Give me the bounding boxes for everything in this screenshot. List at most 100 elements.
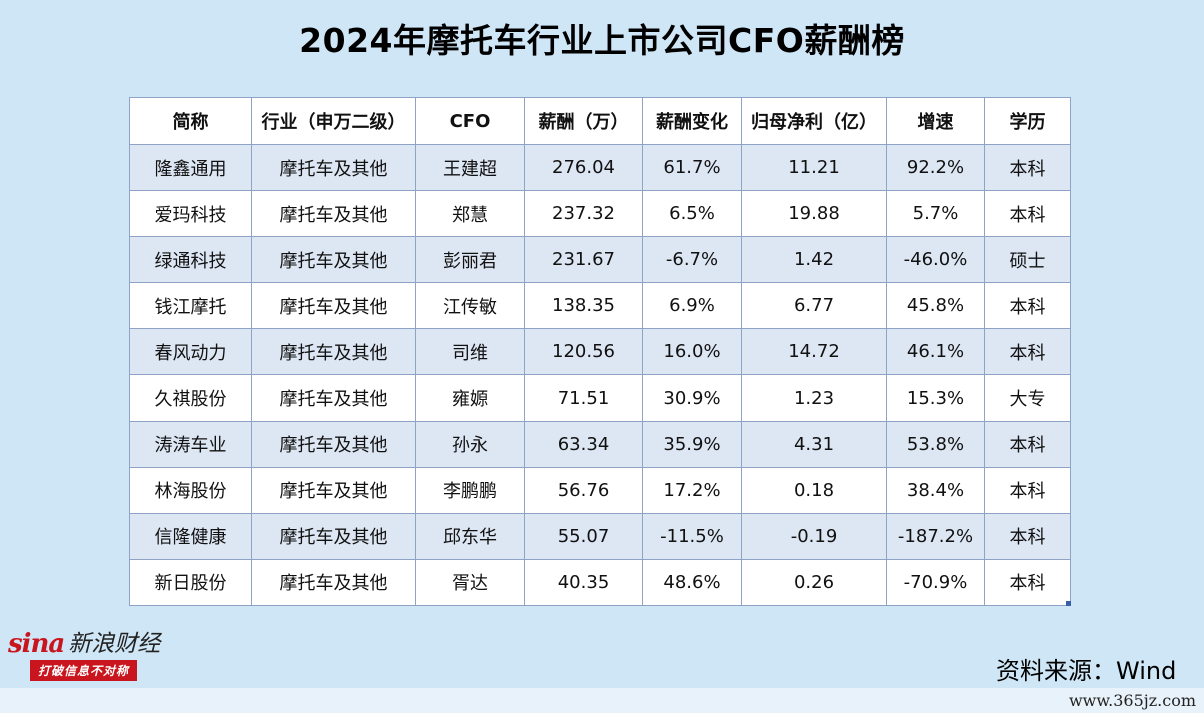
- table-cell: 138.35: [524, 282, 643, 330]
- table-cell: 孙永: [415, 420, 525, 468]
- column-header: 薪酬（万）: [524, 97, 643, 145]
- column-header: 增速: [886, 97, 985, 145]
- footer-band: [0, 688, 1204, 713]
- table-row: 钱江摩托 摩托车及其他 江传敏 138.35 6.9% 6.77 45.8% 本科: [129, 282, 1071, 330]
- table-cell: 本科: [984, 190, 1071, 238]
- table-cell: 0.18: [741, 466, 887, 514]
- logo-slogan: 打破信息不对称: [30, 660, 138, 681]
- sina-wordmark: sina: [8, 629, 65, 659]
- column-header: 归母净利（亿）: [741, 97, 887, 145]
- table-cell: 本科: [984, 420, 1071, 468]
- table-cell: 231.67: [524, 236, 643, 284]
- table-row: 新日股份 摩托车及其他 胥达 40.35 48.6% 0.26 -70.9% 本科: [129, 558, 1071, 607]
- table-cell: 56.76: [524, 466, 643, 514]
- table-cell: 92.2%: [886, 143, 985, 192]
- table-cell: 0.26: [741, 558, 887, 607]
- table-row: 爱玛科技 摩托车及其他 郑慧 237.32 6.5% 19.88 5.7% 本科: [129, 190, 1071, 238]
- table-cell: 摩托车及其他: [251, 420, 416, 468]
- table-cell: 本科: [984, 512, 1071, 560]
- table-cell: 胥达: [415, 558, 525, 607]
- table-cell: 郑慧: [415, 190, 525, 238]
- table-row: 信隆健康 摩托车及其他 邱东华 55.07 -11.5% -0.19 -187.2% 本科: [129, 512, 1071, 560]
- table-cell: 春风动力: [129, 328, 252, 376]
- table-cell: 雍嫄: [415, 374, 525, 422]
- table-cell: 71.51: [524, 374, 643, 422]
- table-row: 林海股份 摩托车及其他 李鹏鹏 56.76 17.2% 0.18 38.4% 本科: [129, 466, 1071, 514]
- table-cell: 53.8%: [886, 420, 985, 468]
- table-cell: 5.7%: [886, 190, 985, 238]
- table-row: 隆鑫通用 摩托车及其他 王建超 276.04 61.7% 11.21 92.2% 本科: [129, 143, 1071, 192]
- table-cell: -70.9%: [886, 558, 985, 607]
- table-cell: 6.9%: [642, 282, 742, 330]
- table-header-row: 简称 行业（申万二级） CFO 薪酬（万） 薪酬变化 归母净利（亿） 增速 学历: [129, 97, 1071, 145]
- site-watermark: www.365jz.com: [1068, 691, 1196, 710]
- table-cell: 48.6%: [642, 558, 742, 607]
- table-cell: 本科: [984, 558, 1071, 607]
- table-cell: 绿通科技: [129, 236, 252, 284]
- table-cell: 大专: [984, 374, 1071, 422]
- table-cell: 涛涛车业: [129, 420, 252, 468]
- table-cell: 38.4%: [886, 466, 985, 514]
- table-cell: 6.5%: [642, 190, 742, 238]
- table-cell: 16.0%: [642, 328, 742, 376]
- table-cell: 爱玛科技: [129, 190, 252, 238]
- table-cell: 摩托车及其他: [251, 328, 416, 376]
- table-cell: 30.9%: [642, 374, 742, 422]
- table-cell: 40.35: [524, 558, 643, 607]
- table-cell: 1.23: [741, 374, 887, 422]
- table-cell: 本科: [984, 466, 1071, 514]
- table-cell: 15.3%: [886, 374, 985, 422]
- table-cell: 彭丽君: [415, 236, 525, 284]
- sina-finance-logo: sina 新浪财经 打破信息不对称: [8, 627, 178, 683]
- table-cell: 4.31: [741, 420, 887, 468]
- table-cell: 63.34: [524, 420, 643, 468]
- table-cell: 19.88: [741, 190, 887, 238]
- column-header: 行业（申万二级）: [251, 97, 416, 145]
- table-row: 久祺股份 摩托车及其他 雍嫄 71.51 30.9% 1.23 15.3% 大专: [129, 374, 1071, 422]
- table-cell: 本科: [984, 143, 1071, 192]
- table-cell: -6.7%: [642, 236, 742, 284]
- table-cell: 11.21: [741, 143, 887, 192]
- table-cell: 钱江摩托: [129, 282, 252, 330]
- table-cell: 摩托车及其他: [251, 143, 416, 192]
- table-cell: 久祺股份: [129, 374, 252, 422]
- table-resize-handle: [1066, 601, 1071, 606]
- table-cell: 新日股份: [129, 558, 252, 607]
- table-cell: 隆鑫通用: [129, 143, 252, 192]
- table-cell: 王建超: [415, 143, 525, 192]
- table-cell: 276.04: [524, 143, 643, 192]
- table-cell: 1.42: [741, 236, 887, 284]
- table-row: 春风动力 摩托车及其他 司维 120.56 16.0% 14.72 46.1% 本科: [129, 328, 1071, 376]
- table-cell: 120.56: [524, 328, 643, 376]
- table-cell: 17.2%: [642, 466, 742, 514]
- column-header: 薪酬变化: [642, 97, 742, 145]
- table-cell: 237.32: [524, 190, 643, 238]
- table-cell: 45.8%: [886, 282, 985, 330]
- cfo-salary-table: 简称 行业（申万二级） CFO 薪酬（万） 薪酬变化 归母净利（亿） 增速 学历…: [129, 97, 1071, 607]
- table-cell: 林海股份: [129, 466, 252, 514]
- table-cell: 61.7%: [642, 143, 742, 192]
- table-cell: 司维: [415, 328, 525, 376]
- table-cell: 摩托车及其他: [251, 236, 416, 284]
- column-header: 学历: [984, 97, 1071, 145]
- table-cell: -11.5%: [642, 512, 742, 560]
- table-cell: 14.72: [741, 328, 887, 376]
- table-cell: 硕士: [984, 236, 1071, 284]
- logo-name: 新浪财经: [68, 631, 161, 657]
- table-row: 绿通科技 摩托车及其他 彭丽君 231.67 -6.7% 1.42 -46.0% 硕士: [129, 236, 1071, 284]
- table-cell: 摩托车及其他: [251, 466, 416, 514]
- data-source-note: 资料来源：Wind: [996, 657, 1177, 685]
- table-cell: 55.07: [524, 512, 643, 560]
- table-cell: 35.9%: [642, 420, 742, 468]
- table-cell: -0.19: [741, 512, 887, 560]
- table-cell: 摩托车及其他: [251, 512, 416, 560]
- table-cell: 摩托车及其他: [251, 190, 416, 238]
- table-cell: 46.1%: [886, 328, 985, 376]
- table-cell: -46.0%: [886, 236, 985, 284]
- table-cell: 李鹏鹏: [415, 466, 525, 514]
- table-cell: 摩托车及其他: [251, 374, 416, 422]
- table-cell: 信隆健康: [129, 512, 252, 560]
- page-title: 2024年摩托车行业上市公司CFO薪酬榜: [299, 21, 905, 60]
- table-cell: 邱东华: [415, 512, 525, 560]
- table-cell: 6.77: [741, 282, 887, 330]
